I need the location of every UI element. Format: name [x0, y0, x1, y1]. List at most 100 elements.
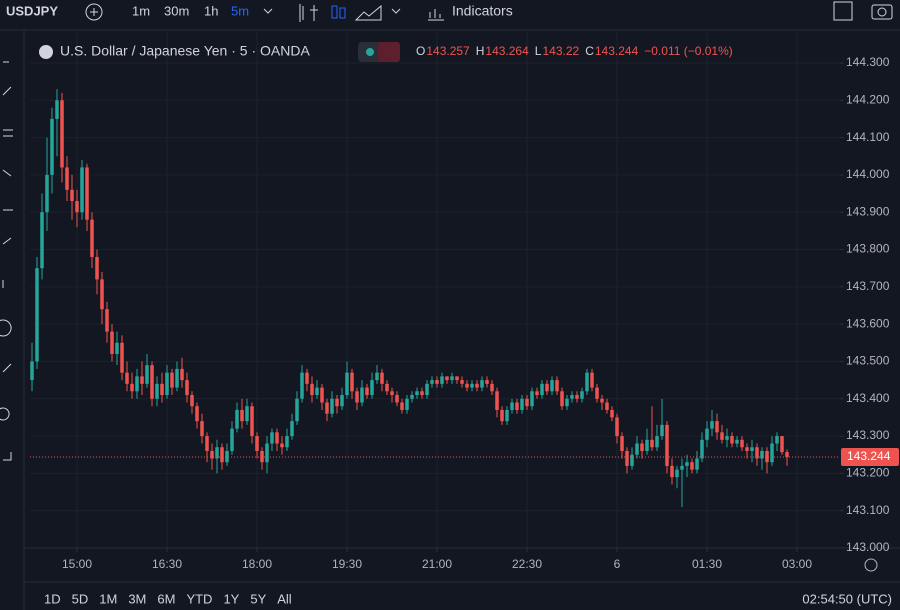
candle-body	[245, 406, 249, 422]
candle-body	[710, 421, 714, 429]
candle-body	[655, 436, 659, 448]
ohlc-key: O	[416, 44, 425, 58]
ohlc-value: 143.257	[426, 44, 470, 58]
candle-body	[610, 409, 614, 418]
candle-body	[630, 454, 634, 466]
range-button[interactable]: 5Y	[250, 591, 266, 606]
y-tick-label: 143.000	[846, 540, 890, 554]
candle-body	[590, 372, 594, 388]
y-tick-label: 143.200	[846, 466, 890, 480]
candle-body	[780, 436, 784, 453]
candle-body	[545, 383, 549, 392]
candle-body	[470, 383, 474, 388]
candle-body	[270, 432, 274, 444]
candle-body	[70, 189, 74, 202]
y-tick-label: 143.600	[846, 316, 890, 330]
candle-body	[555, 380, 559, 392]
spacer	[570, 590, 571, 591]
candle-body	[305, 372, 309, 384]
candle-body	[495, 391, 499, 410]
candle-body	[480, 380, 484, 388]
last-price-tag	[841, 447, 899, 466]
indicators-icon[interactable]	[428, 9, 444, 21]
candle-body	[500, 409, 504, 422]
candle-body	[95, 256, 99, 280]
range-button[interactable]: All	[277, 591, 292, 606]
candle-body	[455, 376, 459, 381]
y-tick-label: 143.500	[846, 354, 890, 368]
candle-body	[645, 439, 649, 451]
candle-body	[105, 309, 109, 332]
ohlc-value: 143.244	[595, 44, 639, 58]
candle-body	[340, 395, 344, 407]
symbol[interactable]: USDJPY	[6, 3, 58, 18]
candle-body	[625, 450, 629, 466]
candle-body	[560, 391, 564, 407]
candles-icon[interactable]	[331, 5, 338, 19]
candle-body	[475, 383, 479, 388]
range-button[interactable]: 5D	[72, 591, 89, 606]
range-button[interactable]: 1D	[44, 591, 61, 606]
candle-body	[225, 450, 229, 463]
candle-body	[275, 432, 279, 444]
candle-body	[435, 380, 439, 384]
range-button[interactable]: 6M	[157, 591, 175, 606]
candle-body	[415, 391, 419, 396]
interval[interactable]: 30m	[164, 3, 189, 18]
candle-body	[510, 402, 514, 410]
range-button[interactable]: 1Y	[223, 591, 239, 606]
bars-icon[interactable]	[299, 4, 318, 22]
dropdown[interactable]	[263, 8, 273, 14]
candle-body	[405, 398, 409, 410]
candle-body	[720, 432, 724, 440]
candle-body	[180, 368, 184, 381]
candle-body	[410, 395, 414, 399]
candle-body	[715, 421, 719, 433]
range-button[interactable]: YTD	[186, 591, 212, 606]
area-icon[interactable]	[354, 4, 382, 21]
y-tick-label: 143.300	[846, 428, 890, 442]
interval-active[interactable]: 5m	[231, 3, 249, 18]
interval[interactable]: 1h	[204, 3, 218, 18]
snapshot-icon[interactable]	[833, 1, 853, 21]
candle-body	[335, 398, 339, 407]
y-tick-label: 144.000	[846, 167, 890, 181]
settings-icon[interactable]	[864, 558, 878, 572]
flag-icon	[39, 45, 53, 59]
candle-body	[705, 428, 709, 440]
candle-body	[100, 279, 104, 310]
range-button[interactable]: 1M	[99, 591, 117, 606]
candle-body	[465, 383, 469, 388]
candle-body	[650, 439, 654, 448]
ohlc-key: L	[535, 44, 542, 58]
y-tick-label: 143.100	[846, 503, 890, 517]
candle-body	[325, 402, 329, 414]
candle-body	[230, 428, 234, 451]
add-icon	[90, 8, 98, 16]
y-tick-label: 143.700	[846, 279, 890, 293]
candle-body	[640, 443, 644, 451]
change: −0.011 (−0.01%)	[644, 44, 733, 58]
candle-body	[525, 398, 529, 407]
dropdown[interactable]	[391, 8, 401, 14]
candle-body	[140, 376, 144, 384]
candle-body	[200, 421, 204, 437]
candle-body	[90, 219, 94, 257]
candle-body	[440, 376, 444, 384]
candle-body	[595, 387, 599, 399]
candle-body	[430, 380, 434, 384]
candle-body	[785, 452, 789, 457]
add-symbol[interactable]	[85, 3, 103, 21]
candle-body	[775, 436, 779, 444]
indicators[interactable]: Indicators	[452, 3, 513, 19]
candle-body	[220, 447, 224, 463]
candle-body	[310, 383, 314, 396]
candle-body	[315, 387, 319, 396]
camera-icon[interactable]	[871, 4, 893, 20]
drawing-tools[interactable]	[0, 61, 13, 461]
interval[interactable]: 1m	[132, 3, 150, 18]
candle-body	[695, 458, 699, 470]
candle-body	[450, 376, 454, 381]
range-button[interactable]: 3M	[128, 591, 146, 606]
